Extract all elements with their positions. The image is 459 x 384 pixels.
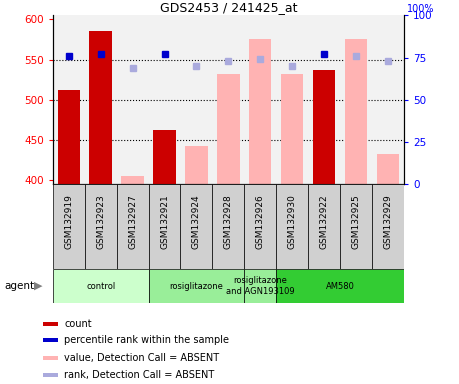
- Text: rosiglitazone: rosiglitazone: [169, 281, 224, 291]
- Title: GDS2453 / 241425_at: GDS2453 / 241425_at: [160, 1, 297, 14]
- Bar: [44, 322, 58, 326]
- Bar: [44, 373, 58, 377]
- Text: ▶: ▶: [34, 281, 42, 291]
- Text: rank, Detection Call = ABSENT: rank, Detection Call = ABSENT: [64, 370, 214, 380]
- Bar: [249, 40, 271, 184]
- Text: GSM132927: GSM132927: [128, 194, 137, 249]
- Bar: [149, 269, 244, 303]
- Bar: [57, 90, 80, 184]
- Bar: [313, 70, 335, 184]
- Bar: [276, 184, 308, 269]
- Bar: [213, 184, 244, 269]
- Bar: [153, 131, 176, 184]
- Bar: [281, 74, 303, 184]
- Text: GSM132929: GSM132929: [383, 194, 392, 249]
- Text: GSM132928: GSM132928: [224, 194, 233, 249]
- Text: GSM132922: GSM132922: [319, 194, 329, 249]
- Text: GSM132924: GSM132924: [192, 194, 201, 249]
- Text: percentile rank within the sample: percentile rank within the sample: [64, 335, 230, 345]
- Bar: [149, 184, 180, 269]
- Text: GSM132921: GSM132921: [160, 194, 169, 249]
- Bar: [90, 31, 112, 184]
- Bar: [244, 184, 276, 269]
- Text: rosiglitazone
and AGN193109: rosiglitazone and AGN193109: [226, 276, 295, 296]
- Bar: [122, 176, 144, 184]
- Bar: [44, 356, 58, 360]
- Text: value, Detection Call = ABSENT: value, Detection Call = ABSENT: [64, 353, 219, 363]
- Bar: [85, 184, 117, 269]
- Bar: [185, 146, 207, 184]
- Text: GSM132930: GSM132930: [288, 194, 297, 249]
- Text: 100%: 100%: [408, 4, 435, 14]
- Text: GSM132925: GSM132925: [352, 194, 360, 249]
- Text: GSM132926: GSM132926: [256, 194, 265, 249]
- Text: count: count: [64, 319, 92, 329]
- Bar: [276, 269, 404, 303]
- Text: AM580: AM580: [325, 281, 354, 291]
- Text: control: control: [86, 281, 115, 291]
- Bar: [53, 184, 85, 269]
- Bar: [244, 269, 276, 303]
- Text: agent: agent: [5, 281, 35, 291]
- Bar: [180, 184, 213, 269]
- Text: GSM132919: GSM132919: [64, 194, 73, 249]
- Bar: [53, 269, 149, 303]
- Bar: [308, 184, 340, 269]
- Text: GSM132923: GSM132923: [96, 194, 105, 249]
- Bar: [44, 338, 58, 343]
- Bar: [372, 184, 404, 269]
- Bar: [345, 40, 367, 184]
- Bar: [217, 74, 240, 184]
- Bar: [117, 184, 149, 269]
- Bar: [377, 154, 399, 184]
- Bar: [340, 184, 372, 269]
